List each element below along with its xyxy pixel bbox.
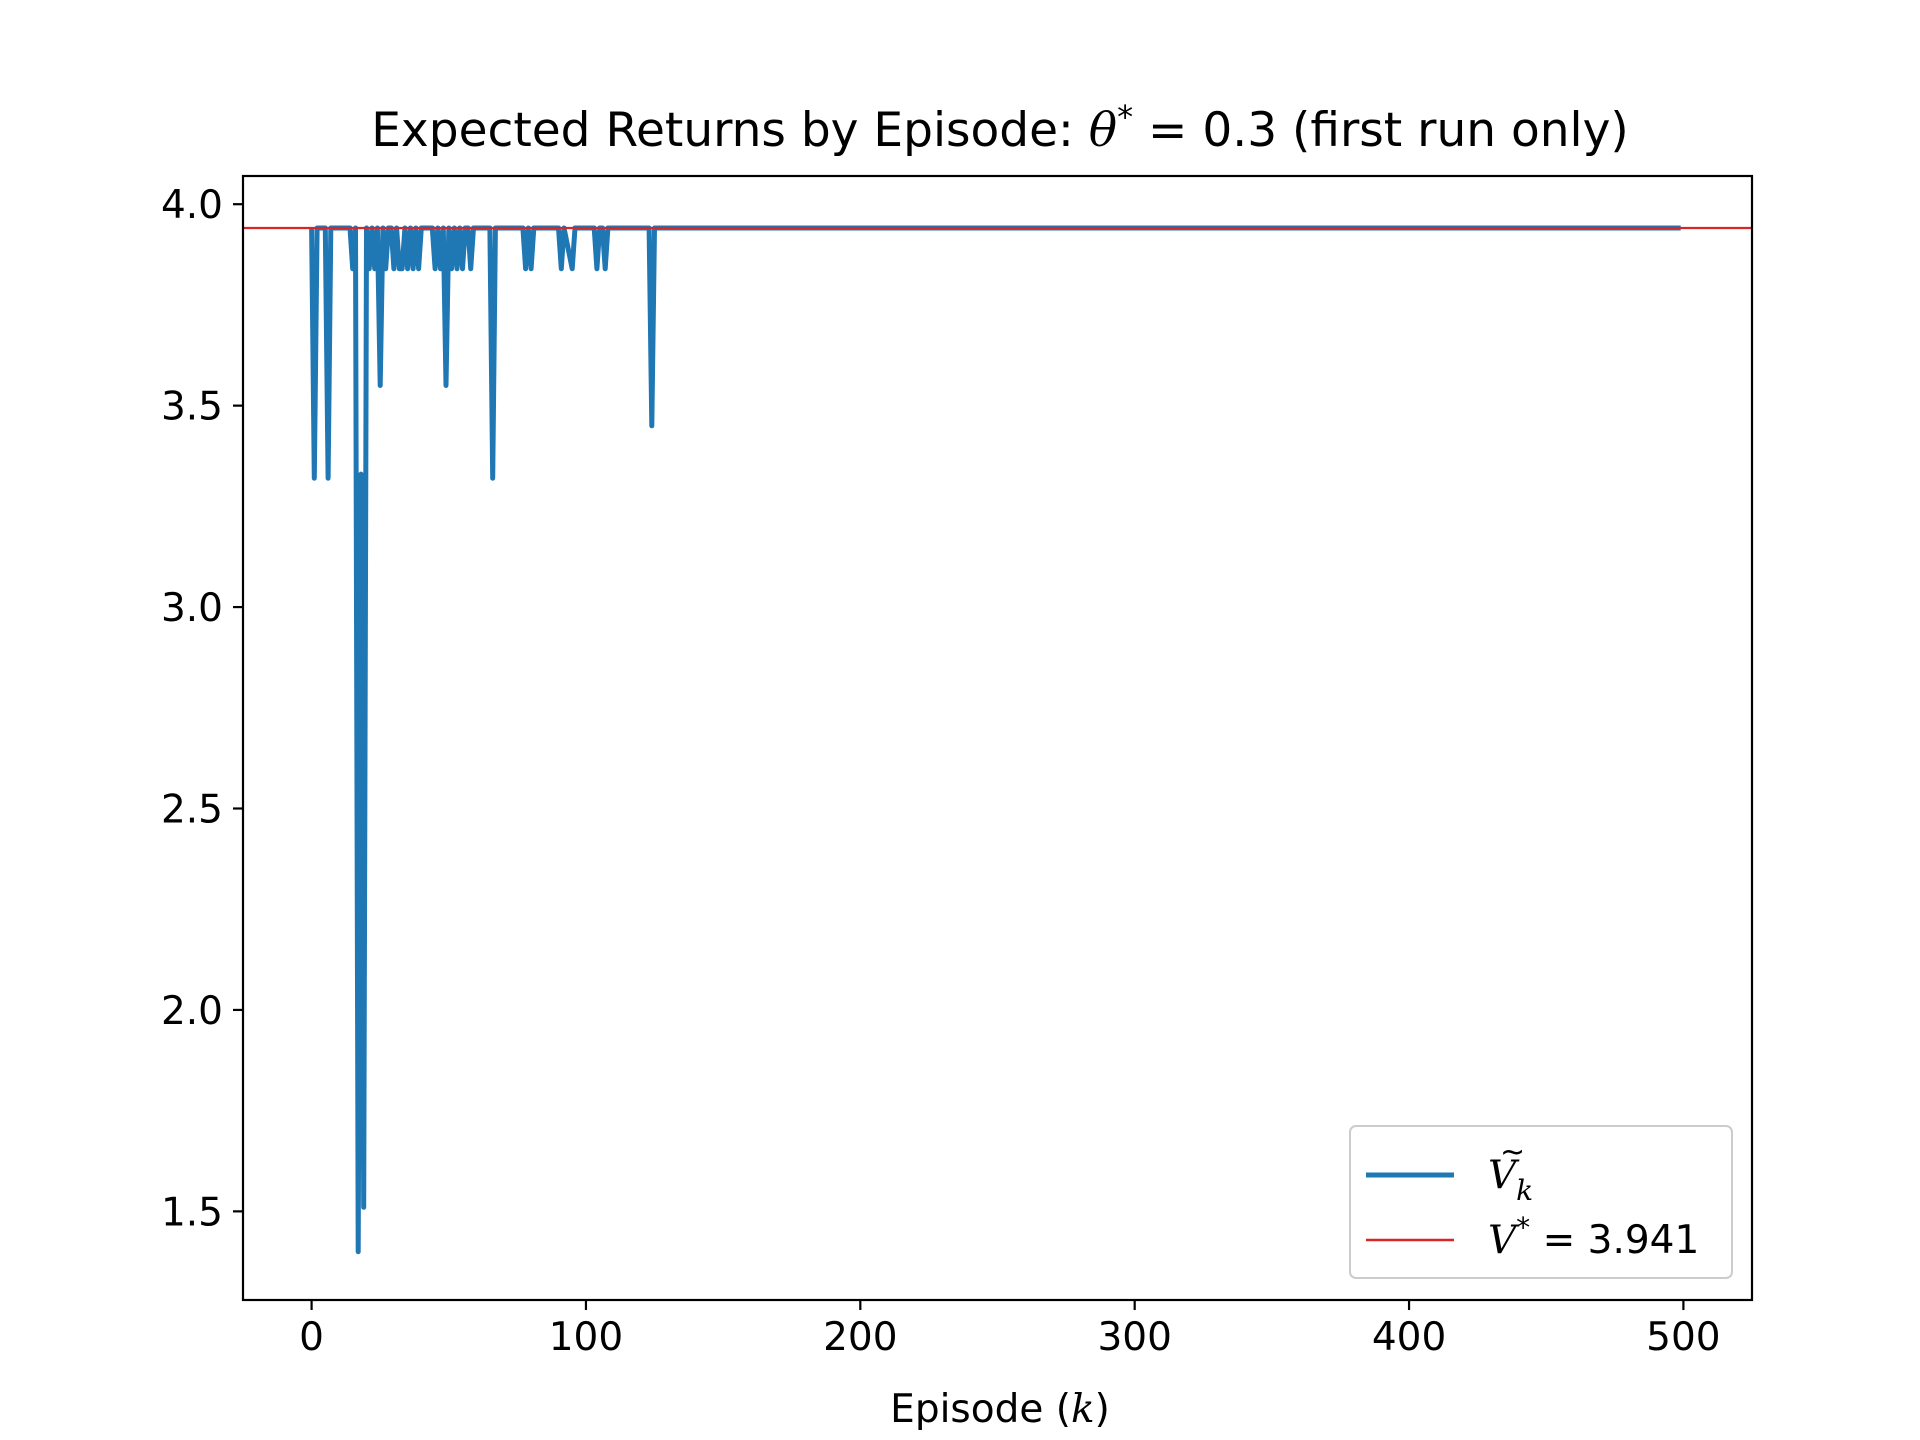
y-tick-label: 1.5 [161, 1190, 223, 1235]
x-tick-label: 300 [1097, 1315, 1171, 1360]
y-tick-label: 4.0 [161, 183, 223, 228]
legend-label-v-tilde: Vk [1488, 1153, 1533, 1207]
legend-label-v-star: V* = 3.941 [1488, 1211, 1699, 1263]
legend-tilde-mark: ~ [1500, 1135, 1525, 1170]
x-tick-label: 200 [823, 1315, 897, 1360]
chart-title: Expected Returns by Episode: θ* = 0.3 (f… [371, 98, 1629, 158]
ticks-layer: 0 100 200 300 400 500 1.5 2.0 2.5 3.0 3.5 4.0 [161, 183, 1721, 1360]
y-tick-label: 3.0 [161, 586, 223, 631]
x-tick-label: 500 [1646, 1315, 1720, 1360]
legend: Vk ~ V* = 3.941 [1349, 1125, 1733, 1279]
y-tick-label: 3.5 [161, 385, 223, 430]
x-axis-label: Episode (k) [890, 1387, 1110, 1432]
series-line-v-tilde [309, 225, 1681, 1255]
plot-layer [243, 225, 1752, 1255]
y-tick-label: 2.0 [161, 989, 223, 1034]
axes-frame [241, 174, 1754, 1302]
x-tick-label: 100 [549, 1315, 623, 1360]
x-tick-label: 400 [1372, 1315, 1446, 1360]
x-tick-label: 0 [299, 1315, 324, 1360]
y-tick-label: 2.5 [161, 788, 223, 833]
